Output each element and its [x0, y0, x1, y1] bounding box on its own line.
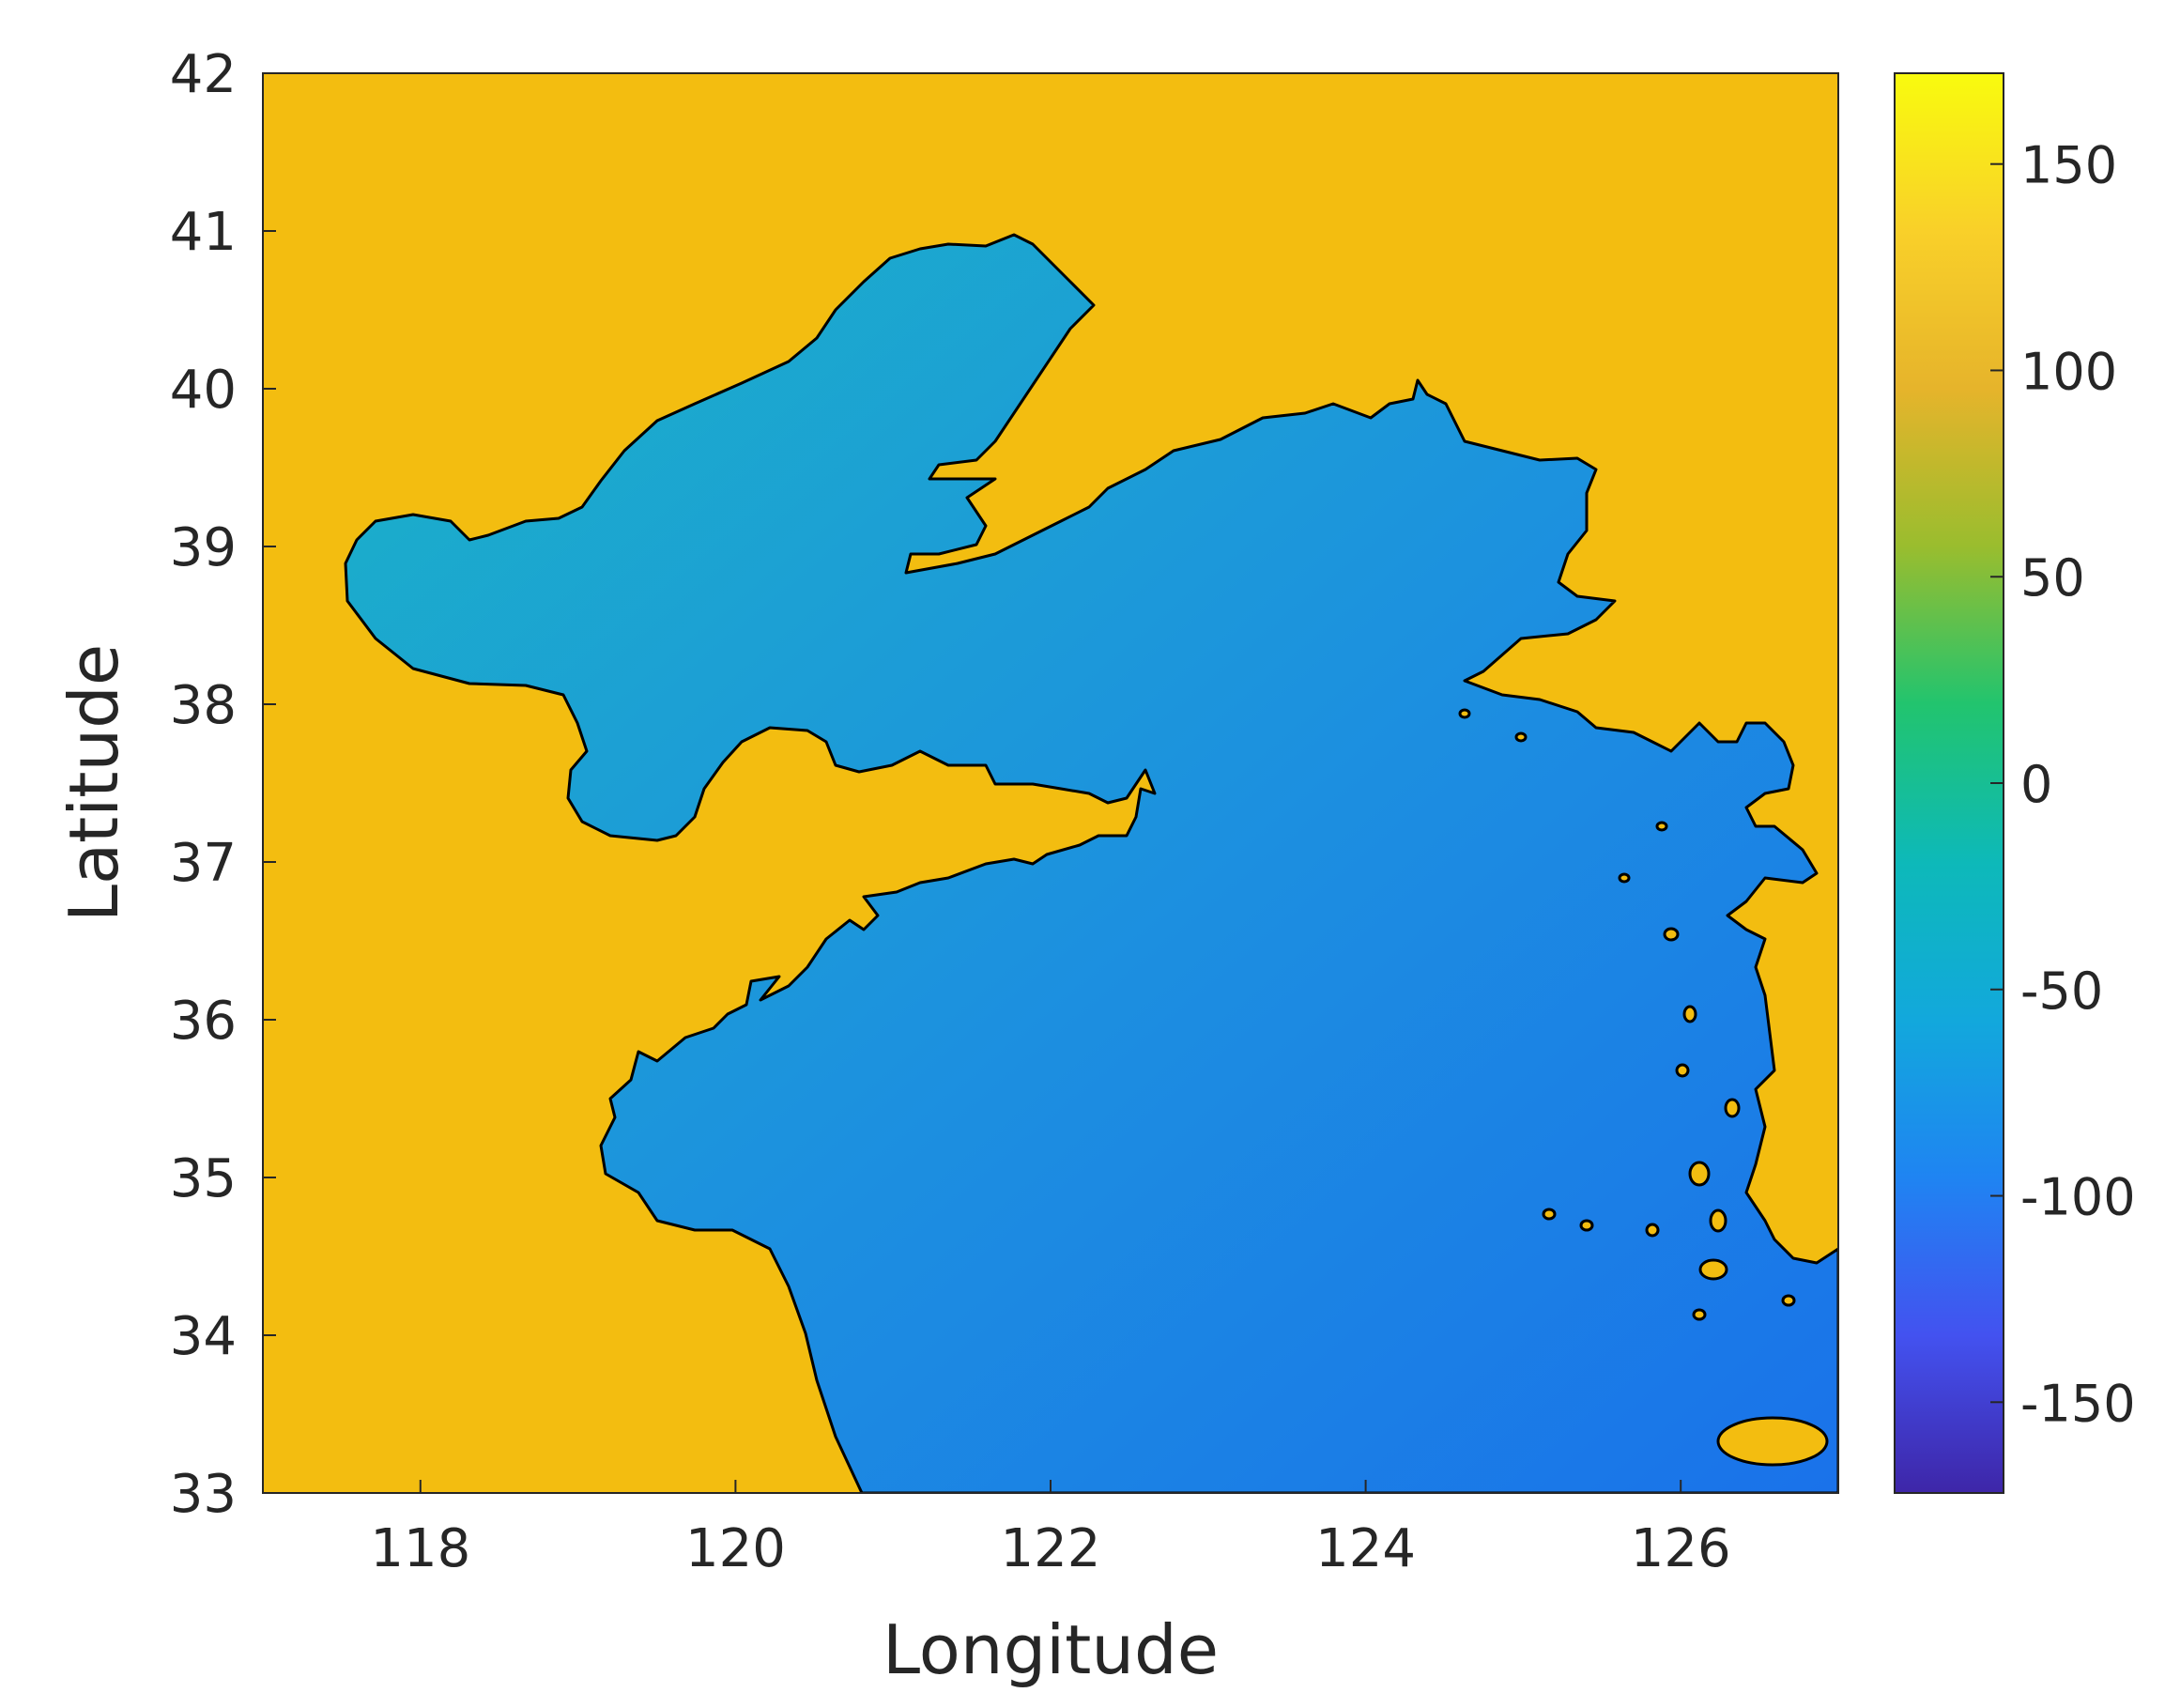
y-tick-label: 35	[170, 1148, 237, 1209]
colorbar-ticks: 150 100 50 0 -50 -100 -150	[1990, 136, 2136, 1433]
x-tick-label: 120	[685, 1518, 786, 1579]
colorbar-tick-label: -150	[2020, 1374, 2136, 1433]
colorbar-tick-label: 100	[2020, 342, 2117, 401]
island	[1458, 708, 1471, 719]
island	[1724, 1098, 1741, 1118]
x-axis-ticks: 118 120 122 124 126	[370, 1480, 1731, 1579]
y-axis-title: Latitude	[54, 644, 133, 922]
y-tick-label: 36	[170, 991, 237, 1052]
colorbar-tick-label: 150	[2020, 136, 2117, 195]
map-plot-area	[263, 73, 1838, 1493]
island-jeju	[1716, 1416, 1829, 1467]
y-tick-label: 38	[170, 675, 237, 736]
colorbar-tick-label: 50	[2020, 548, 2085, 608]
island-group	[1458, 708, 1829, 1467]
sea-area	[344, 233, 1838, 1493]
y-tick-label: 37	[170, 833, 237, 894]
y-tick-label: 34	[170, 1306, 237, 1367]
island	[1618, 872, 1631, 884]
island	[1692, 1308, 1707, 1321]
island	[1688, 1161, 1711, 1187]
x-axis-title: Longitude	[883, 1610, 1219, 1689]
island	[1682, 1005, 1697, 1023]
island	[1645, 1223, 1660, 1238]
island	[1655, 821, 1668, 832]
colorbar-tick-label: 0	[2020, 755, 2052, 814]
island	[1663, 927, 1680, 942]
island	[1698, 1258, 1728, 1281]
x-tick-label: 122	[1001, 1518, 1101, 1579]
y-tick-label: 39	[170, 517, 237, 578]
island	[1514, 731, 1528, 743]
y-tick-label: 33	[170, 1464, 237, 1525]
x-tick-label: 118	[370, 1518, 470, 1579]
island	[1709, 1208, 1727, 1233]
y-axis-ticks: 33 34 35 36 37 38 39 40 41 42	[170, 44, 276, 1525]
y-tick-label: 40	[170, 360, 237, 421]
island	[1579, 1219, 1594, 1232]
island	[1781, 1294, 1796, 1307]
island	[1542, 1208, 1557, 1221]
colorbar	[1894, 72, 2004, 1494]
colorbar-tick-label: -100	[2020, 1168, 2136, 1227]
colorbar-tick-label: -50	[2020, 962, 2103, 1021]
x-tick-label: 126	[1631, 1518, 1731, 1579]
island	[1675, 1063, 1690, 1078]
x-tick-label: 124	[1315, 1518, 1416, 1579]
y-tick-label: 42	[170, 44, 237, 105]
y-tick-label: 41	[170, 202, 237, 263]
